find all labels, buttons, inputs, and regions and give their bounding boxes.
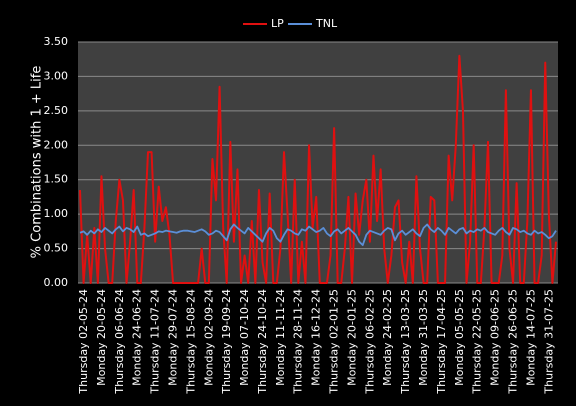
x-tick-label: Monday 02-09-24 (202, 289, 215, 386)
x-tick-label: Monday 14-07-25 (524, 289, 537, 386)
y-tick-label: 1.50 (44, 173, 69, 186)
x-tick-label: Monday 24-02-25 (381, 289, 394, 386)
x-tick-label: Monday 20-01-25 (345, 289, 358, 386)
x-tick-label: Monday 29-07-24 (166, 289, 179, 386)
x-tick-label: Monday 20-05-24 (95, 289, 108, 386)
y-tick-label: 3.00 (44, 69, 69, 82)
y-tick-label: 3.50 (44, 35, 69, 48)
x-tick-label: Monday 07-10-24 (238, 289, 251, 386)
x-tick-label: Monday 24-06-24 (131, 289, 144, 386)
x-tick-label: Thursday 06-06-24 (113, 289, 126, 395)
x-tick-label: Thursday 13-03-25 (399, 289, 412, 395)
y-tick-label: 0.00 (44, 276, 69, 289)
legend-label: LP (271, 17, 284, 30)
x-tick-label: Monday 05-05-25 (453, 289, 466, 386)
x-tick-label: Thursday 02-01-25 (328, 289, 341, 395)
x-tick-label: Thursday 24-10-24 (256, 289, 269, 395)
y-tick-label: 2.00 (44, 138, 69, 151)
x-tick-label: Monday 16-12-24 (310, 289, 323, 386)
x-tick-label: Thursday 17-04-25 (435, 289, 448, 395)
x-tick-label: Thursday 28-11-24 (292, 289, 305, 395)
x-tick-label: Thursday 22-05-25 (471, 289, 484, 395)
x-tick-label: Monday 31-03-25 (417, 289, 430, 386)
x-tick-label: Thursday 26-06-25 (506, 289, 519, 395)
x-tick-label: Thursday 19-09-24 (220, 289, 233, 395)
x-tick-label: Monday 11-11-24 (274, 289, 287, 386)
series-line (79, 54, 557, 284)
x-tick-label: Thursday 06-02-25 (363, 289, 376, 395)
y-tick-label: 1.00 (44, 207, 69, 220)
x-tick-label: Thursday 11-07-24 (149, 289, 162, 395)
x-tick-label: Thursday 02-05-24 (77, 289, 90, 395)
y-axis-title: % Combinations with 1 + Life (30, 66, 45, 259)
x-tick-label: Monday 09-06-25 (489, 289, 502, 386)
x-tick-label: Thursday 15-08-24 (184, 289, 197, 395)
y-tick-label: 2.50 (44, 104, 69, 117)
legend-label: TNL (315, 17, 338, 30)
y-tick-label: 0.50 (44, 242, 69, 255)
series-line (79, 223, 557, 247)
x-tick-label: Thursday 31-07-25 (542, 289, 555, 395)
